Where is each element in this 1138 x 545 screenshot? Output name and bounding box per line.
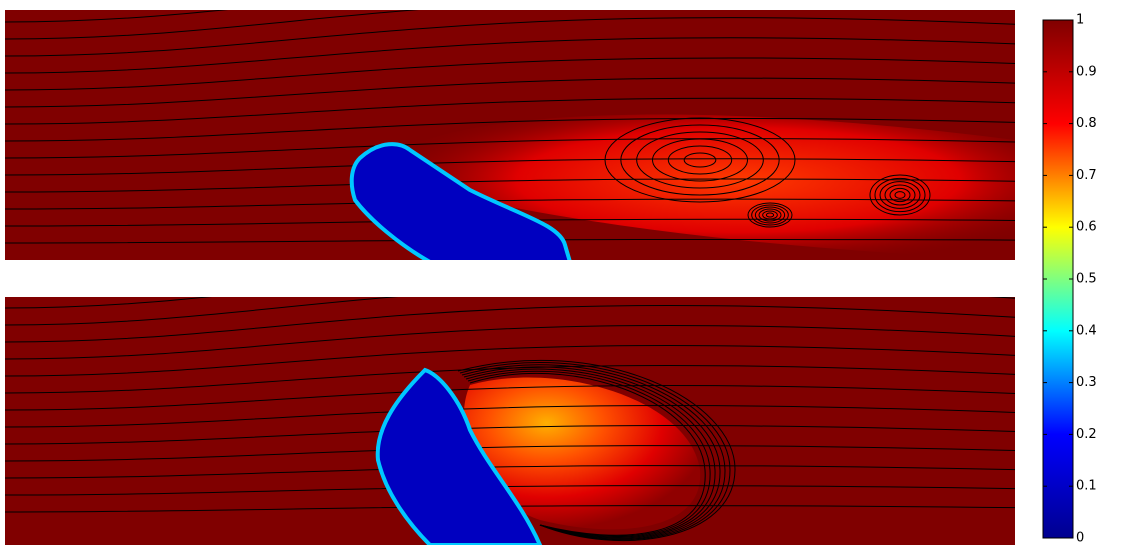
tick-label: 1 [1076, 13, 1084, 28]
tick-label: 0.4 [1076, 323, 1097, 338]
colorbar [1043, 20, 1073, 538]
tick-label: 0.6 [1076, 220, 1097, 235]
panel-top [5, 0, 1015, 262]
tick-label: 0 [1076, 531, 1084, 545]
tick-label: 0.3 [1076, 375, 1097, 390]
tick-label: 0.9 [1076, 64, 1097, 79]
tick-label: 0.5 [1076, 272, 1097, 287]
tick-label: 0.2 [1076, 427, 1097, 442]
tick-label: 0.7 [1076, 168, 1097, 183]
tick-label: 0.8 [1076, 116, 1097, 131]
figure: 0 0.1 0.2 0.3 0.4 0.5 0.6 0.7 0.8 0.9 1 [0, 0, 1138, 545]
tick-label: 0.1 [1076, 479, 1097, 494]
panel-bottom [5, 265, 1015, 545]
